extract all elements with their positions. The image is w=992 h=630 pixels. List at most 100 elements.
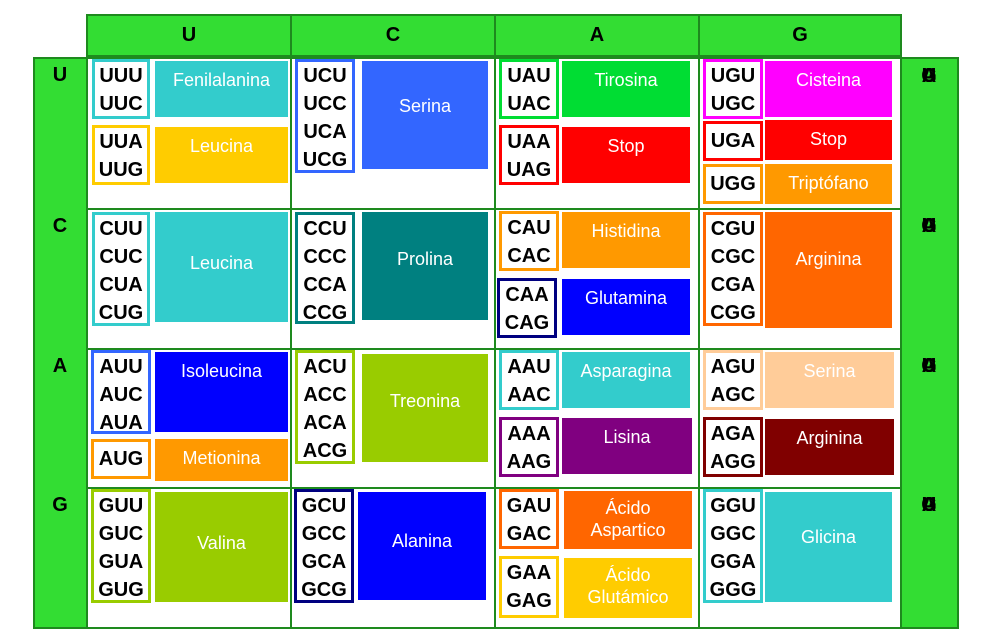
amino-acid-name: Prolina <box>396 249 454 269</box>
codon-box: UAU UAC <box>499 59 559 119</box>
row-label-c: C <box>52 215 68 237</box>
amino-acid-name: Triptófano <box>788 173 869 193</box>
amino-acid-box: Treonina <box>362 354 488 462</box>
codon-box: UUU UUC <box>92 59 150 119</box>
codon: CAA <box>505 284 549 306</box>
codon: UCA <box>303 121 347 143</box>
codon-box: UCU UCC UCA UCG <box>295 59 355 173</box>
codon: CUG <box>98 302 144 324</box>
codon: CCA <box>303 274 347 296</box>
codon: AAA <box>507 423 551 445</box>
third-base-label: C <box>921 65 937 87</box>
codon: GUU <box>98 495 144 517</box>
codon: UUC <box>99 93 143 115</box>
amino-acid-name: Ácido Aspartico <box>590 498 666 540</box>
third-base-label: U <box>921 494 937 516</box>
codon: UCG <box>302 149 348 171</box>
amino-acid-name: Stop <box>809 129 848 149</box>
amino-acid-name: Asparagina <box>580 361 672 381</box>
codon: ACA <box>303 412 347 434</box>
amino-acid-box: Leucina <box>155 212 288 322</box>
codon: CUC <box>99 246 143 268</box>
amino-acid-box: Asparagina <box>562 352 690 408</box>
codon: CGA <box>710 274 756 296</box>
amino-acid-name: Alanina <box>391 531 453 551</box>
amino-acid-box: Leucina <box>155 127 288 183</box>
codon: UGA <box>710 130 756 152</box>
amino-acid-box: Fenilalanina <box>155 61 288 117</box>
amino-acid-box: Serina <box>765 352 894 408</box>
codon: AGU <box>710 356 756 378</box>
codon-box: ACU ACC ACA ACG <box>295 350 355 464</box>
amino-acid-name: Valina <box>197 533 246 553</box>
third-base-label: G <box>921 215 937 237</box>
codon: GCA <box>301 551 347 573</box>
amino-acid-name: Fenilalanina <box>172 70 271 90</box>
column-header-label: C <box>385 24 401 46</box>
codon: GGG <box>709 579 757 601</box>
amino-acid-name: Tirosina <box>594 70 658 90</box>
third-base-label: G <box>921 65 937 87</box>
codon: GCC <box>301 523 347 545</box>
third-base-label: U <box>921 355 937 377</box>
third-base-label: A <box>921 355 937 377</box>
amino-acid-name: Lisina <box>603 427 651 447</box>
codon: UUU <box>99 65 143 87</box>
codon: UGU <box>710 65 756 87</box>
codon-box: UGU UGC <box>703 59 763 119</box>
codon-box: GGU GGC GGA GGG <box>703 489 763 603</box>
codon-box: UGG <box>703 164 763 204</box>
codon: ACU <box>303 356 347 378</box>
amino-acid-box: Valina <box>155 492 288 602</box>
column-header-label: G <box>792 24 808 46</box>
amino-acid-name: Isoleucina <box>180 361 263 381</box>
third-base-label: A <box>921 65 937 87</box>
codon-box: GAA GAG <box>499 556 559 618</box>
amino-acid-box: Stop <box>765 120 892 160</box>
row-label-u: U <box>52 64 68 86</box>
first-base-band <box>33 57 88 629</box>
row-label-g: G <box>52 494 68 516</box>
amino-acid-name: Leucina <box>189 136 254 156</box>
amino-acid-box: Histidina <box>562 212 690 268</box>
amino-acid-name: Arginina <box>796 428 863 448</box>
codon-box: AAU AAC <box>499 350 559 410</box>
codon: CCC <box>303 246 347 268</box>
amino-acid-name: Glicina <box>800 527 857 547</box>
amino-acid-box: Tirosina <box>562 61 690 117</box>
third-base-band <box>900 57 959 629</box>
third-base-label: U <box>921 65 937 87</box>
codon: CAU <box>507 217 551 239</box>
codon-box: CUU CUC CUA CUG <box>92 212 150 326</box>
codon: ACC <box>303 384 347 406</box>
codon-box: GAU GAC <box>499 489 559 549</box>
third-base-label: G <box>921 355 937 377</box>
codon-box: AGA AGG <box>703 417 763 477</box>
codon-box: UGA <box>703 121 763 161</box>
amino-acid-name: Serina <box>803 361 856 381</box>
amino-acid-box: Isoleucina <box>155 352 288 432</box>
amino-acid-box: Serina <box>362 61 488 169</box>
amino-acid-name: Arginina <box>795 249 862 269</box>
codon: UUG <box>98 159 144 181</box>
codon: CUA <box>99 274 143 296</box>
codon: UGC <box>710 93 756 115</box>
column-header-c: C <box>290 14 496 57</box>
codon-box: UAA UAG <box>499 125 559 185</box>
codon: UAC <box>507 93 551 115</box>
codon: CGU <box>710 218 756 240</box>
amino-acid-name: Serina <box>398 96 452 116</box>
amino-acid-box: Triptófano <box>765 164 892 204</box>
codon: GUC <box>98 523 144 545</box>
amino-acid-box: Lisina <box>562 418 692 474</box>
codon: AGG <box>710 451 756 473</box>
third-base-label: C <box>921 215 937 237</box>
codon: GCU <box>301 495 347 517</box>
amino-acid-box: Glicina <box>765 492 892 602</box>
codon: CGC <box>710 246 756 268</box>
codon: CCU <box>303 218 347 240</box>
codon: AAG <box>506 451 552 473</box>
codon: UGG <box>710 173 756 195</box>
third-base-label: C <box>921 494 937 516</box>
codon: GGC <box>710 523 756 545</box>
